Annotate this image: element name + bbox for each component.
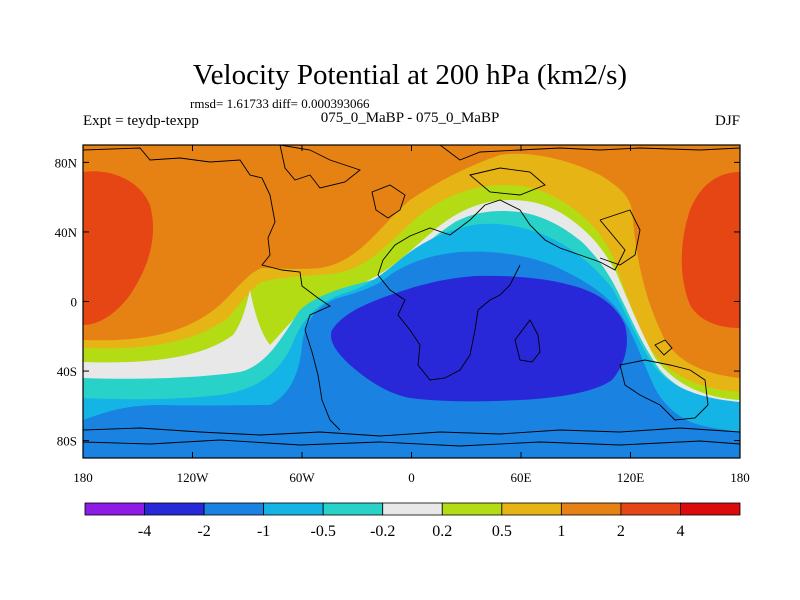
coastline-overlay <box>83 145 740 447</box>
colorbar: -4 -2 -1 -0.5 -0.2 0.2 0.5 1 2 4 <box>84 502 741 540</box>
colorbar-label: -4 <box>138 523 151 540</box>
contour-field <box>83 145 740 458</box>
x-tick-label: 0 <box>408 470 415 485</box>
colorbar-swatch <box>560 502 622 516</box>
x-tick-label: 120W <box>177 470 210 485</box>
contour-fill-1-to-2-inner <box>194 214 227 234</box>
x-tick-label: 180 <box>73 470 93 485</box>
season-label: DJF <box>715 113 740 129</box>
experiment-center-label: 075_0_MaBP - 075_0_MaBP <box>321 110 500 126</box>
x-tick-label: 120E <box>617 470 645 485</box>
colorbar-label: 0.5 <box>492 523 512 540</box>
colorbar-swatch <box>203 502 265 516</box>
colorbar-swatch <box>501 502 562 516</box>
colorbar-swatch <box>144 502 205 516</box>
colorbar-label: 2 <box>617 523 625 540</box>
contour-fill-below-minus-2 <box>330 275 627 402</box>
colorbar-swatch <box>263 502 324 516</box>
stats-label: rmsd= 1.61733 diff= 0.000393066 <box>190 96 370 111</box>
y-tick-label: 0 <box>71 295 78 310</box>
x-axis: 180 120W 60W 0 60E 120E 180 <box>73 145 750 485</box>
y-tick-label: 40N <box>55 225 78 240</box>
colorbar-label: 4 <box>676 523 684 540</box>
x-tick-label: 180 <box>730 470 750 485</box>
colorbar-swatch <box>620 502 681 516</box>
y-axis: 80N 40N 0 40S 80S <box>55 155 740 449</box>
colorbar-label: -1 <box>257 523 270 540</box>
colorbar-swatch <box>322 502 384 516</box>
colorbar-label: -2 <box>197 523 210 540</box>
x-tick-label: 60W <box>289 470 315 485</box>
x-tick-label: 60E <box>511 470 532 485</box>
colorbar-label: 1 <box>557 523 565 540</box>
y-tick-label: 80S <box>57 434 77 449</box>
colorbar-swatch <box>84 502 145 516</box>
chart-title: Velocity Potential at 200 hPa (km2/s) <box>193 59 627 91</box>
experiment-label: Expt = teydp-texpp <box>83 113 199 129</box>
colorbar-label: -0.2 <box>370 523 395 540</box>
y-tick-label: 40S <box>57 364 77 379</box>
colorbar-label: 0.2 <box>432 523 452 540</box>
colorbar-swatch <box>680 502 741 516</box>
colorbar-label: -0.5 <box>311 523 336 540</box>
y-tick-label: 80N <box>55 155 78 170</box>
colorbar-swatch <box>382 502 443 516</box>
colorbar-swatch <box>441 502 503 516</box>
